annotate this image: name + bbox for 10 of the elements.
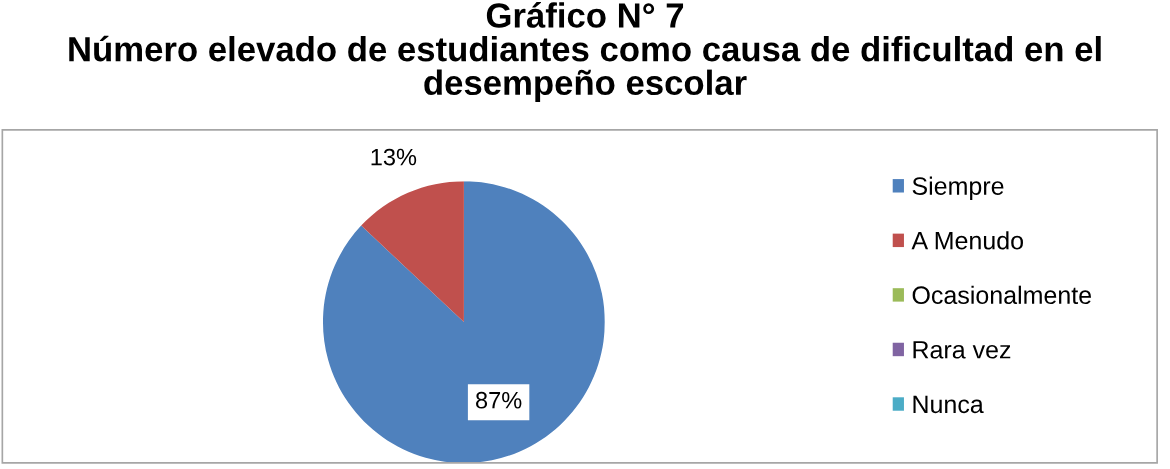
chart-title: Gráfico N° 7 Número elevado de estudiantes como causa de dificultad en el desempeño escolar [69, 2, 1101, 102]
data-label: 87% [476, 391, 522, 409]
pie-slice [361, 181, 464, 323]
data-label: 13% [371, 148, 417, 166]
legend-label: Siempre [912, 176, 1004, 200]
pie-slice [322, 181, 605, 463]
legend-label: A Menudo [911, 231, 1023, 250]
legend-label: Ocasionalmente [912, 285, 1091, 305]
legend-label: Rara vez [913, 341, 1011, 359]
legend-label: Nunca [913, 395, 984, 414]
